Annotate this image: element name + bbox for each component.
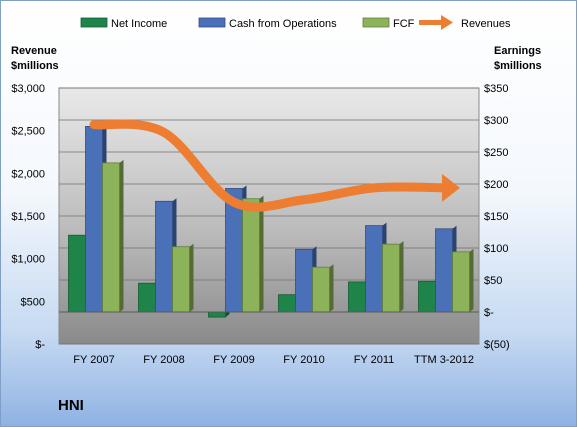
bar bbox=[418, 280, 436, 313]
bar bbox=[295, 248, 313, 313]
right-tick-label: $300 bbox=[484, 115, 508, 127]
right-tick-label: $(50) bbox=[484, 339, 510, 351]
right-tick-label: $350 bbox=[484, 83, 508, 95]
bar-side bbox=[469, 248, 474, 312]
category-labels: FY 2007 FY 2008 FY 2009 FY 2010 FY 2011 TTM 3… bbox=[73, 354, 474, 366]
right-tick-label: $- bbox=[484, 307, 494, 319]
bar bbox=[242, 198, 260, 313]
bar bbox=[138, 282, 156, 313]
bar bbox=[452, 251, 470, 313]
bar bbox=[102, 162, 120, 313]
left-axis-unit: $millions bbox=[11, 60, 59, 72]
category-label: TTM 3-2012 bbox=[414, 354, 474, 366]
category-label: FY 2009 bbox=[213, 354, 254, 366]
right-tick-label: $100 bbox=[484, 243, 508, 255]
revenue-line bbox=[89, 119, 460, 212]
right-tick-label: $200 bbox=[484, 179, 508, 191]
right-tick-label: $250 bbox=[484, 147, 508, 159]
left-axis-title: Revenue bbox=[11, 45, 57, 57]
category-label: FY 2007 bbox=[73, 354, 114, 366]
legend-swatch bbox=[198, 17, 226, 28]
legend-arrow-swatch bbox=[441, 15, 453, 30]
bar-side bbox=[119, 159, 124, 312]
bar-side bbox=[329, 264, 334, 312]
category-label: FY 2008 bbox=[143, 354, 184, 366]
right-axis-title: Earnings bbox=[494, 45, 541, 57]
bar bbox=[278, 294, 296, 313]
revenue-arrowhead bbox=[442, 173, 460, 202]
bar-side bbox=[399, 241, 404, 312]
bar bbox=[208, 311, 226, 318]
left-tick-label: $- bbox=[35, 339, 45, 351]
right-tick-label: $50 bbox=[484, 275, 502, 287]
bar bbox=[382, 243, 400, 313]
bar bbox=[312, 266, 330, 313]
legend: Net Income Cash from Operations FCF Revenue… bbox=[80, 15, 511, 30]
right-tick-label: $150 bbox=[484, 211, 508, 223]
left-tick-label: $1,000 bbox=[11, 254, 45, 266]
left-tick-label: $1,500 bbox=[11, 211, 45, 223]
bar-side bbox=[189, 243, 194, 312]
category-label: FY 2011 bbox=[354, 354, 395, 366]
company-name: HNI bbox=[58, 397, 84, 414]
bar bbox=[435, 228, 453, 313]
bar bbox=[172, 246, 190, 313]
left-tick-label: $2,500 bbox=[11, 126, 45, 138]
bar bbox=[155, 200, 173, 313]
right-axis-unit: $millions bbox=[494, 60, 542, 72]
bars bbox=[59, 123, 479, 318]
legend-swatch bbox=[80, 17, 108, 28]
category-label: FY 2010 bbox=[283, 354, 324, 366]
bar-side bbox=[259, 195, 264, 312]
legend-label: Revenues bbox=[461, 18, 511, 30]
legend-swatch bbox=[362, 17, 390, 28]
bar bbox=[68, 234, 86, 313]
revenue-line-path bbox=[89, 119, 449, 212]
left-tick-label: $2,000 bbox=[11, 168, 45, 180]
bar bbox=[85, 126, 103, 313]
right-axis-ticks: $(50) $- $50 $100 $150 $200 $250 $300 $350 bbox=[484, 83, 510, 351]
bar bbox=[348, 281, 366, 313]
bar bbox=[365, 225, 383, 313]
legend-label: FCF bbox=[393, 18, 415, 30]
axis-titles: Revenue $millions Earnings $millions bbox=[11, 45, 542, 72]
left-tick-label: $3,000 bbox=[11, 83, 45, 95]
legend-label: Cash from Operations bbox=[229, 18, 337, 30]
left-tick-label: $500 bbox=[21, 296, 45, 308]
legend-label: Net Income bbox=[111, 18, 167, 30]
left-axis-ticks: $- $500 $1,000 $1,500 $2,000 $2,500 $3,000 bbox=[11, 83, 45, 351]
